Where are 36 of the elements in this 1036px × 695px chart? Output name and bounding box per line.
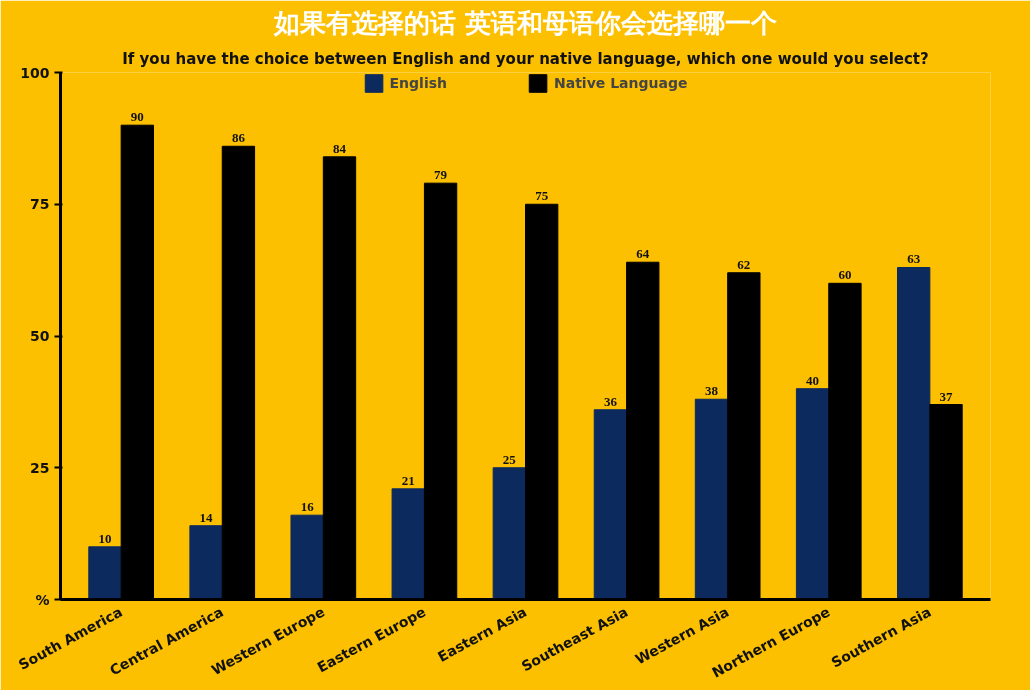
y-tick-label: 75 (30, 196, 50, 213)
data-label: 90 (130, 109, 144, 125)
data-label: 64 (636, 246, 650, 262)
data-label: 37 (939, 388, 954, 404)
data-label: 86 (231, 130, 246, 146)
data-label: 14 (199, 509, 214, 525)
data-label: 36 (603, 393, 618, 409)
data-label: 38 (705, 383, 719, 399)
bar (391, 488, 425, 600)
data-label: 75 (535, 188, 549, 204)
bar (88, 546, 122, 600)
data-label: 25 (502, 451, 517, 467)
data-label: 84 (333, 140, 347, 156)
data-label: 16 (300, 499, 315, 515)
y-tick-label: 50 (30, 328, 50, 344)
data-label: 62 (737, 256, 751, 272)
bar (694, 398, 729, 600)
data-label: 63 (907, 251, 921, 267)
bar (795, 388, 830, 600)
bar (897, 266, 931, 600)
y-tick-label: 25 (30, 459, 50, 476)
bar (593, 409, 628, 600)
chart-subtitle: If you have the choice between English and your native language, which one would you select? (122, 49, 929, 68)
legend-label: English (389, 75, 448, 91)
legend-label: Native Language (554, 75, 688, 91)
bar (492, 467, 526, 600)
chart-title: 如果有选择的话 英语和母语你会选择哪一个 (272, 7, 778, 38)
data-label: 21 (401, 472, 415, 488)
data-label: 60 (838, 267, 852, 283)
bar (290, 514, 324, 600)
data-label: 40 (806, 372, 820, 388)
data-label: 79 (434, 167, 448, 183)
y-tick-label: % (35, 591, 50, 608)
data-label: 10 (98, 530, 112, 546)
bar (189, 525, 223, 600)
y-tick-label: 100 (20, 64, 50, 81)
